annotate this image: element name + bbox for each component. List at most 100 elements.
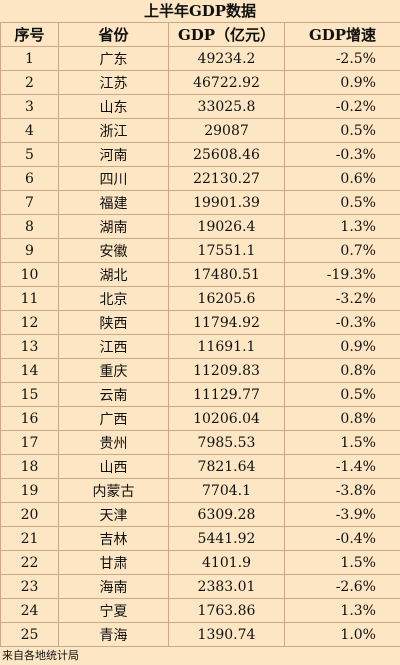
table-cell: 湖北 [59,263,169,287]
table-cell: 吉林 [59,527,169,551]
table-cell: -0.3% [285,311,400,335]
table-cell: 11209.83 [169,359,285,383]
table-cell: 陕西 [59,311,169,335]
table-cell: 20 [1,503,59,527]
table-cell: 湖南 [59,215,169,239]
table-cell: 16 [1,407,59,431]
table-cell: 1763.86 [169,599,285,623]
header-cell: 序号 [1,23,59,47]
table-cell: 11794.92 [169,311,285,335]
table-cell: 广东 [59,47,169,71]
table-cell: 福建 [59,191,169,215]
table-cell: 18 [1,455,59,479]
table-cell: 33025.8 [169,95,285,119]
table-cell: 1.3% [285,599,400,623]
table-cell: 12 [1,311,59,335]
table-cell: 5 [1,143,59,167]
table-cell: 22130.27 [169,167,285,191]
table-cell: 江苏 [59,71,169,95]
table-cell: -2.5% [285,47,400,71]
table-cell: 9 [1,239,59,263]
table-cell: 1390.74 [169,623,285,647]
table-cell: 1 [1,47,59,71]
table-cell: 6 [1,167,59,191]
table-cell: 24 [1,599,59,623]
table-cell: 0.9% [285,335,400,359]
table-cell: 6309.28 [169,503,285,527]
table-cell: 内蒙古 [59,479,169,503]
table-cell: 11 [1,287,59,311]
table-cell: 46722.92 [169,71,285,95]
table-cell: -1.4% [285,455,400,479]
table-cell: 16205.6 [169,287,285,311]
table-cell: 0.6% [285,167,400,191]
table-cell: 1.5% [285,431,400,455]
table-cell: 7 [1,191,59,215]
table-cell: 山东 [59,95,169,119]
table-cell: 5441.92 [169,527,285,551]
table-cell: 19901.39 [169,191,285,215]
table-cell: 11129.77 [169,383,285,407]
table-cell: 0.5% [285,191,400,215]
table-cell: 河南 [59,143,169,167]
table-cell: 青海 [59,623,169,647]
table-cell: 10 [1,263,59,287]
table-cell: 0.7% [285,239,400,263]
table-cell: 7821.64 [169,455,285,479]
table-cell: 2 [1,71,59,95]
table-cell: 17 [1,431,59,455]
table-cell: 甘肃 [59,551,169,575]
table-cell: 17551.1 [169,239,285,263]
table-cell: 0.8% [285,407,400,431]
table-cell: -3.8% [285,479,400,503]
table-cell: 21 [1,527,59,551]
table-cell: 7704.1 [169,479,285,503]
table-cell: 广西 [59,407,169,431]
table-cell: 安徽 [59,239,169,263]
header-cell: GDP增速 [285,23,400,47]
table-cell: 19 [1,479,59,503]
table-cell: 13 [1,335,59,359]
table-cell: -19.3% [285,263,400,287]
table-cell: 1.3% [285,215,400,239]
table-cell: 海南 [59,575,169,599]
table-cell: 11691.1 [169,335,285,359]
table-cell: 8 [1,215,59,239]
table-cell: 4 [1,119,59,143]
table-cell: 29087 [169,119,285,143]
table-cell: 14 [1,359,59,383]
table-cell: -0.4% [285,527,400,551]
table-cell: 重庆 [59,359,169,383]
table-cell: -3.9% [285,503,400,527]
table-cell: 22 [1,551,59,575]
table-cell: 北京 [59,287,169,311]
title: 上半年GDP数据 [0,0,400,22]
table-cell: 浙江 [59,119,169,143]
table-cell: 49234.2 [169,47,285,71]
table-cell: 25608.46 [169,143,285,167]
table-cell: 3 [1,95,59,119]
